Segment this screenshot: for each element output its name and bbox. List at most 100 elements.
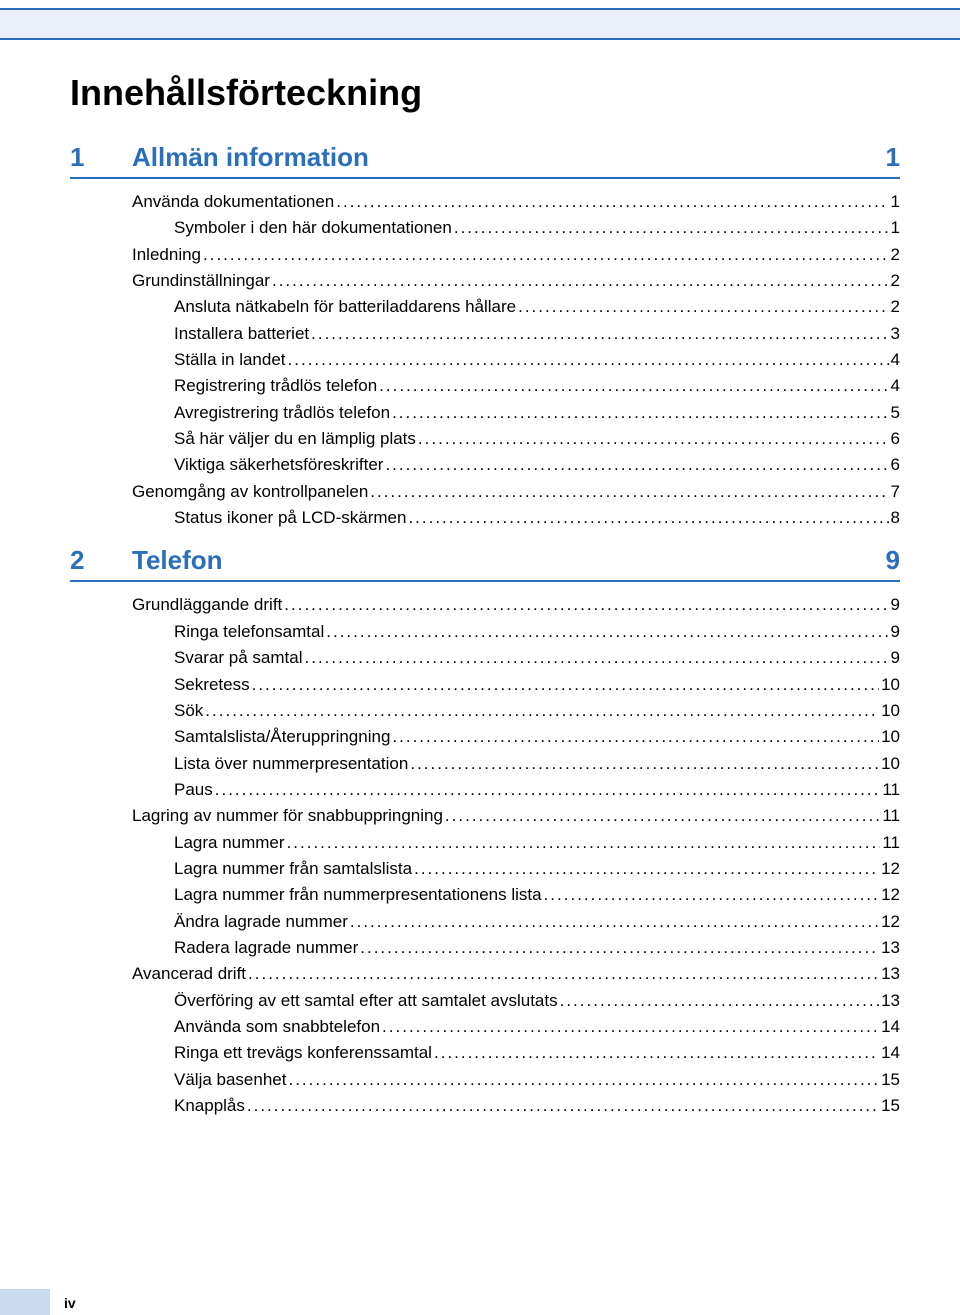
toc-leader-dots xyxy=(248,961,879,987)
toc-entry-text: Radera lagrade nummer xyxy=(174,935,358,961)
header-band xyxy=(0,8,960,40)
footer: iv xyxy=(0,1281,180,1315)
toc-entry-text: Installera batteriet xyxy=(174,321,309,347)
toc-leader-dots xyxy=(305,645,889,671)
toc-entry-page: 12 xyxy=(881,909,900,935)
toc-entry: Lista över nummerpresentation10 xyxy=(132,751,900,777)
toc-entry: Välja basenhet15 xyxy=(132,1067,900,1093)
footer-tab xyxy=(0,1289,50,1315)
section-page: 9 xyxy=(886,545,900,576)
toc-leader-dots xyxy=(252,672,879,698)
page-title: Innehållsförteckning xyxy=(70,72,900,114)
toc-leader-dots xyxy=(203,242,889,268)
toc-entry: Knapplås 15 xyxy=(132,1093,900,1119)
toc-leader-dots xyxy=(287,830,881,856)
toc-entry: Ansluta nätkabeln för batteriladdarens h… xyxy=(132,294,900,320)
toc-entry: Lagra nummer 11 xyxy=(132,830,900,856)
toc-entry-page: 6 xyxy=(891,426,900,452)
toc-entry-text: Lagring av nummer för snabbuppringning xyxy=(132,803,443,829)
toc-entry: Symboler i den här dokumentationen1 xyxy=(132,215,900,241)
toc-leader-dots xyxy=(392,724,879,750)
toc-entry-page: 7 xyxy=(891,479,900,505)
toc-entry-page: 15 xyxy=(881,1093,900,1119)
toc-leader-dots xyxy=(410,751,879,777)
toc-entry-page: 13 xyxy=(881,988,900,1014)
toc-entry: Viktiga säkerhetsföreskrifter6 xyxy=(132,452,900,478)
toc-leader-dots xyxy=(544,882,880,908)
toc-entry-page: 13 xyxy=(881,961,900,987)
toc-entry-text: Genomgång av kontrollpanelen xyxy=(132,479,368,505)
section-number: 1 xyxy=(70,142,132,173)
toc-leader-dots xyxy=(350,909,879,935)
toc-entry-page: 12 xyxy=(881,856,900,882)
toc-entry-page: 11 xyxy=(882,830,900,856)
toc-entry: Radera lagrade nummer13 xyxy=(132,935,900,961)
toc-entry-page: 9 xyxy=(891,592,900,618)
content-area: Innehållsförteckning 1Allmän information… xyxy=(70,72,900,1119)
toc-entry: Svarar på samtal9 xyxy=(132,645,900,671)
toc-entry-text: Lagra nummer från samtalslista xyxy=(174,856,412,882)
toc-entry-page: 15 xyxy=(881,1067,900,1093)
toc-entry: Lagring av nummer för snabbuppringning11 xyxy=(132,803,900,829)
toc-leader-dots xyxy=(360,935,879,961)
toc-entry-page: 3 xyxy=(891,321,900,347)
toc-entry: Sekretess10 xyxy=(132,672,900,698)
toc-entry-page: 8 xyxy=(891,505,900,531)
toc-entry-text: Paus xyxy=(174,777,213,803)
toc-entry-page: 10 xyxy=(881,751,900,777)
section-header: 1Allmän information1 xyxy=(70,142,900,179)
toc-leader-dots xyxy=(311,321,888,347)
toc-leader-dots xyxy=(518,294,888,320)
toc-leader-dots xyxy=(215,777,881,803)
page-number: iv xyxy=(64,1295,76,1311)
toc-entry-text: Lagra nummer xyxy=(174,830,285,856)
section-entries: Grundläggande drift 9 Ringa telefonsamtal 9… xyxy=(132,592,900,1119)
toc-leader-dots xyxy=(414,856,879,882)
toc-entry: Installera batteriet 3 xyxy=(132,321,900,347)
toc-entry-text: Sök xyxy=(174,698,203,724)
toc-entry-page: 2 xyxy=(891,294,900,320)
section-page: 1 xyxy=(886,142,900,173)
toc-entry-text: Avancerad drift xyxy=(132,961,246,987)
toc-entry: Överföring av ett samtal efter att samta… xyxy=(132,988,900,1014)
toc-entry-text: Viktiga säkerhetsföreskrifter xyxy=(174,452,383,478)
toc-entry: Avancerad drift 13 xyxy=(132,961,900,987)
toc-entry-page: 9 xyxy=(891,619,900,645)
toc-entry-text: Registrering trådlös telefon xyxy=(174,373,377,399)
toc-entry-text: Så här väljer du en lämplig plats xyxy=(174,426,416,452)
toc-entry-page: 1 xyxy=(891,189,900,215)
toc-leader-dots xyxy=(418,426,889,452)
toc-leader-dots xyxy=(385,452,888,478)
toc-entry-text: Status ikoner på LCD-skärmen xyxy=(174,505,406,531)
toc-leader-dots xyxy=(205,698,879,724)
toc-entry-text: Ansluta nätkabeln för batteriladdarens h… xyxy=(174,294,516,320)
toc-leader-dots xyxy=(288,1067,879,1093)
toc-entry-page: 14 xyxy=(881,1014,900,1040)
toc-leader-dots xyxy=(272,268,889,294)
toc-entry: Lagra nummer från samtalslista 12 xyxy=(132,856,900,882)
toc-leader-dots xyxy=(284,592,888,618)
toc-entry-text: Ringa telefonsamtal xyxy=(174,619,324,645)
toc-entry: Grundinställningar2 xyxy=(132,268,900,294)
page: Innehållsförteckning 1Allmän information… xyxy=(0,0,960,1315)
toc-leader-dots xyxy=(247,1093,879,1119)
toc-entry: Ställa in landet4 xyxy=(132,347,900,373)
toc-entry: Registrering trådlös telefon4 xyxy=(132,373,900,399)
section-header: 2Telefon9 xyxy=(70,545,900,582)
toc-leader-dots xyxy=(434,1040,879,1066)
toc-leader-dots xyxy=(336,189,888,215)
toc-entry-text: Grundläggande drift xyxy=(132,592,282,618)
toc-leader-dots xyxy=(370,479,888,505)
toc-entry-text: Samtalslista/Återuppringning xyxy=(174,724,390,750)
toc-leader-dots xyxy=(379,373,888,399)
toc-entry: Lagra nummer från nummerpresentationens … xyxy=(132,882,900,908)
toc-entry-text: Överföring av ett samtal efter att samta… xyxy=(174,988,558,1014)
toc-entry-page: 10 xyxy=(881,698,900,724)
toc-entry: Genomgång av kontrollpanelen 7 xyxy=(132,479,900,505)
toc-entry-text: Använda som snabbtelefon xyxy=(174,1014,380,1040)
toc-sections: 1Allmän information1Använda dokumentatio… xyxy=(70,142,900,1119)
toc-leader-dots xyxy=(326,619,888,645)
toc-entry: Ringa ett trevägs konferenssamtal14 xyxy=(132,1040,900,1066)
toc-entry-text: Knapplås xyxy=(174,1093,245,1119)
toc-entry-text: Ställa in landet xyxy=(174,347,286,373)
